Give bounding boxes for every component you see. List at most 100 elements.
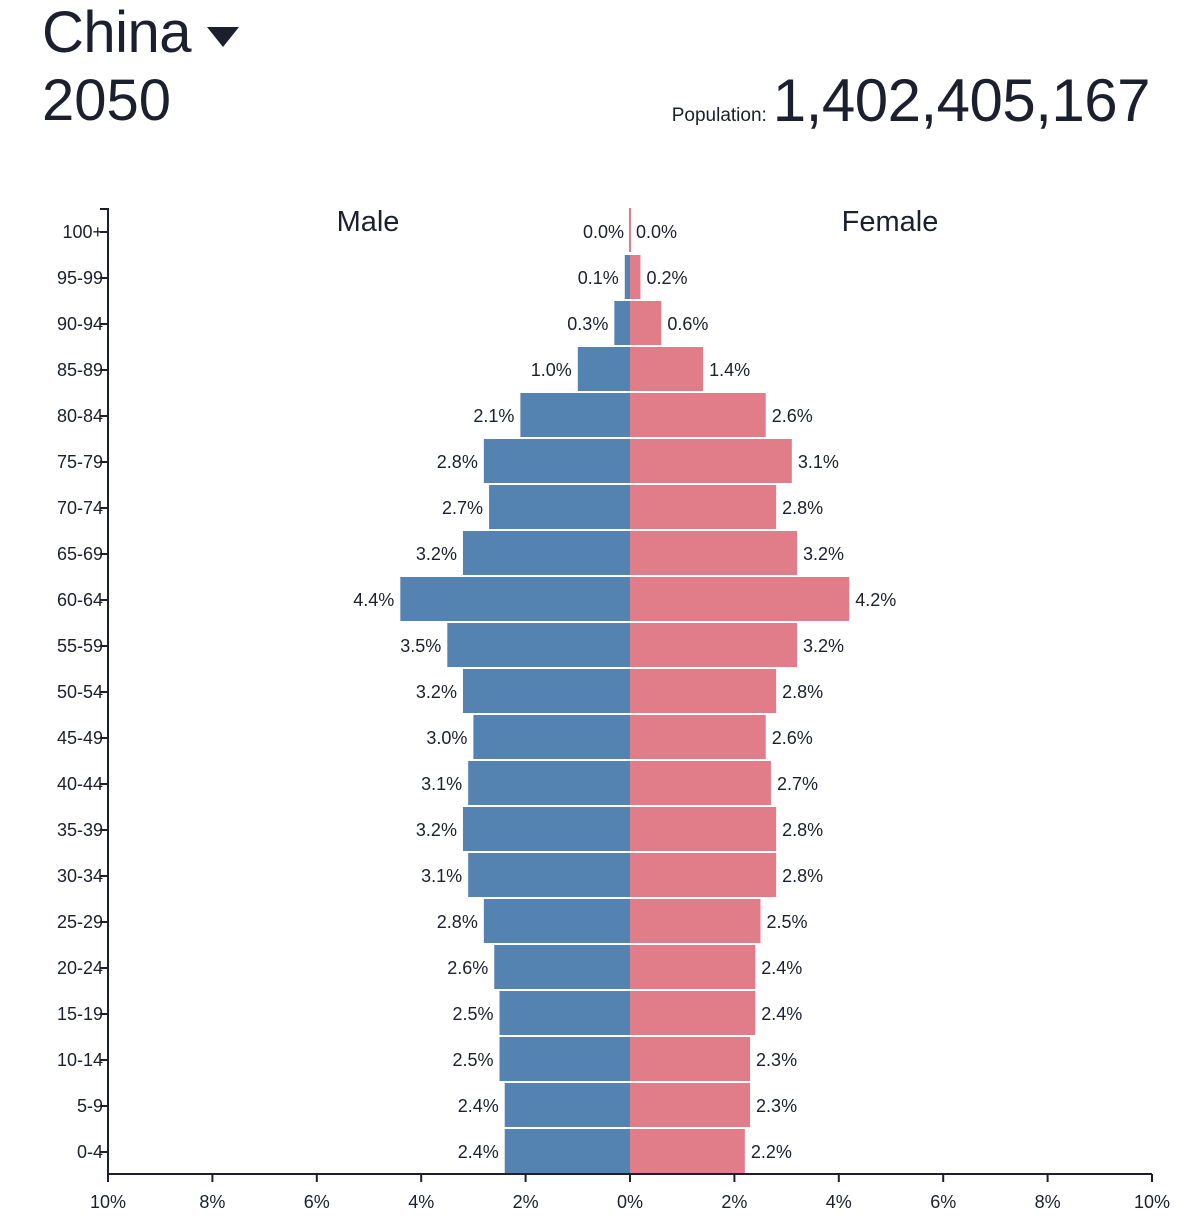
bar-female-75-79[interactable] [630, 439, 792, 483]
male-value-label: 4.4% [353, 590, 394, 610]
bar-male-25-29[interactable] [483, 899, 630, 943]
bar-female-70-74[interactable] [630, 485, 777, 529]
bar-female-20-24[interactable] [630, 945, 756, 989]
female-value-label: 0.0% [636, 222, 677, 242]
bar-male-80-84[interactable] [520, 393, 630, 437]
female-value-label: 2.8% [782, 820, 823, 840]
bar-male-70-74[interactable] [489, 485, 630, 529]
bar-male-40-44[interactable] [468, 761, 630, 805]
y-tick-label: 0-4 [77, 1142, 103, 1162]
bar-male-85-89[interactable] [577, 347, 630, 391]
bar-male-15-19[interactable] [499, 991, 631, 1035]
legend-female: Female [842, 206, 939, 238]
female-value-label: 2.6% [772, 406, 813, 426]
bar-male-0-4[interactable] [504, 1129, 630, 1173]
bar-female-80-84[interactable] [630, 393, 766, 437]
population-label: Population: [671, 105, 767, 126]
bar-male-30-34[interactable] [468, 853, 630, 897]
bar-female-40-44[interactable] [630, 761, 771, 805]
legend-male: Male [337, 206, 400, 238]
bar-female-85-89[interactable] [630, 347, 704, 391]
y-tick-label: 95-99 [57, 268, 103, 288]
male-value-label: 0.0% [583, 222, 624, 242]
y-tick-label: 80-84 [57, 406, 103, 426]
male-value-label: 2.1% [473, 406, 514, 426]
male-value-label: 2.4% [458, 1142, 499, 1162]
male-value-label: 2.5% [452, 1004, 493, 1024]
female-value-label: 2.4% [761, 1004, 802, 1024]
male-value-label: 3.1% [421, 774, 462, 794]
male-value-label: 2.5% [452, 1050, 493, 1070]
bar-female-95-99[interactable] [630, 255, 641, 299]
bar-male-90-94[interactable] [614, 301, 630, 345]
bar-female-15-19[interactable] [630, 991, 756, 1035]
bar-male-65-69[interactable] [462, 531, 630, 575]
bar-male-55-59[interactable] [447, 623, 630, 667]
bar-female-30-34[interactable] [630, 853, 777, 897]
bar-female-50-54[interactable] [630, 669, 777, 713]
y-tick-label: 30-34 [57, 866, 103, 886]
female-value-label: 2.6% [772, 728, 813, 748]
x-tick-label: 8% [199, 1192, 225, 1212]
caret-down-icon[interactable] [207, 27, 240, 47]
bar-male-95-99[interactable] [624, 255, 630, 299]
y-tick-label: 5-9 [77, 1096, 103, 1116]
y-tick-label: 25-29 [57, 912, 103, 932]
male-value-label: 2.7% [442, 498, 483, 518]
y-tick-label: 65-69 [57, 544, 103, 564]
y-tick-label: 55-59 [57, 636, 103, 656]
y-tick-label: 40-44 [57, 774, 103, 794]
female-value-label: 1.4% [709, 360, 750, 380]
x-tick-label: 6% [930, 1192, 956, 1212]
x-tick-label: 4% [408, 1192, 434, 1212]
male-value-label: 2.4% [458, 1096, 499, 1116]
bar-female-55-59[interactable] [630, 623, 798, 667]
population-summary: Population: 1,402,405,167 [671, 67, 1151, 134]
bar-male-20-24[interactable] [494, 945, 630, 989]
x-tick-label: 10% [1134, 1192, 1170, 1212]
bar-female-25-29[interactable] [630, 899, 761, 943]
bar-female-10-14[interactable] [630, 1037, 751, 1081]
population-value: 1,402,405,167 [772, 67, 1151, 134]
bar-female-0-4[interactable] [630, 1129, 745, 1173]
y-tick-label: 60-64 [57, 590, 103, 610]
bar-male-60-64[interactable] [400, 577, 630, 621]
bar-female-90-94[interactable] [630, 301, 662, 345]
bar-female-35-39[interactable] [630, 807, 777, 851]
y-tick-label: 10-14 [57, 1050, 103, 1070]
female-value-label: 2.3% [756, 1050, 797, 1070]
bar-female-60-64[interactable] [630, 577, 850, 621]
x-tick-label: 0% [617, 1192, 643, 1212]
female-value-label: 2.4% [761, 958, 802, 978]
female-value-label: 0.6% [667, 314, 708, 334]
male-value-label: 3.1% [421, 866, 462, 886]
bar-male-50-54[interactable] [462, 669, 630, 713]
bar-male-10-14[interactable] [499, 1037, 631, 1081]
female-value-label: 3.1% [798, 452, 839, 472]
x-tick-label: 2% [513, 1192, 539, 1212]
x-tick-label: 2% [721, 1192, 747, 1212]
female-value-label: 3.2% [803, 544, 844, 564]
female-value-label: 2.8% [782, 498, 823, 518]
bar-female-65-69[interactable] [630, 531, 798, 575]
male-value-label: 0.3% [567, 314, 608, 334]
bar-female-45-49[interactable] [630, 715, 766, 759]
bar-male-45-49[interactable] [473, 715, 630, 759]
country-name: China [42, 0, 192, 65]
y-tick-label: 100+ [62, 222, 103, 242]
male-value-label: 3.5% [400, 636, 441, 656]
bar-female-5-9[interactable] [630, 1083, 751, 1127]
y-tick-label: 70-74 [57, 498, 103, 518]
country-selector[interactable]: China [42, 0, 240, 66]
female-value-label: 2.3% [756, 1096, 797, 1116]
bar-male-75-79[interactable] [483, 439, 630, 483]
y-tick-label: 50-54 [57, 682, 103, 702]
female-value-label: 2.8% [782, 866, 823, 886]
bar-male-5-9[interactable] [504, 1083, 630, 1127]
y-tick-label: 35-39 [57, 820, 103, 840]
female-value-label: 2.7% [777, 774, 818, 794]
male-value-label: 3.0% [426, 728, 467, 748]
bar-male-35-39[interactable] [462, 807, 630, 851]
male-value-label: 2.8% [437, 452, 478, 472]
